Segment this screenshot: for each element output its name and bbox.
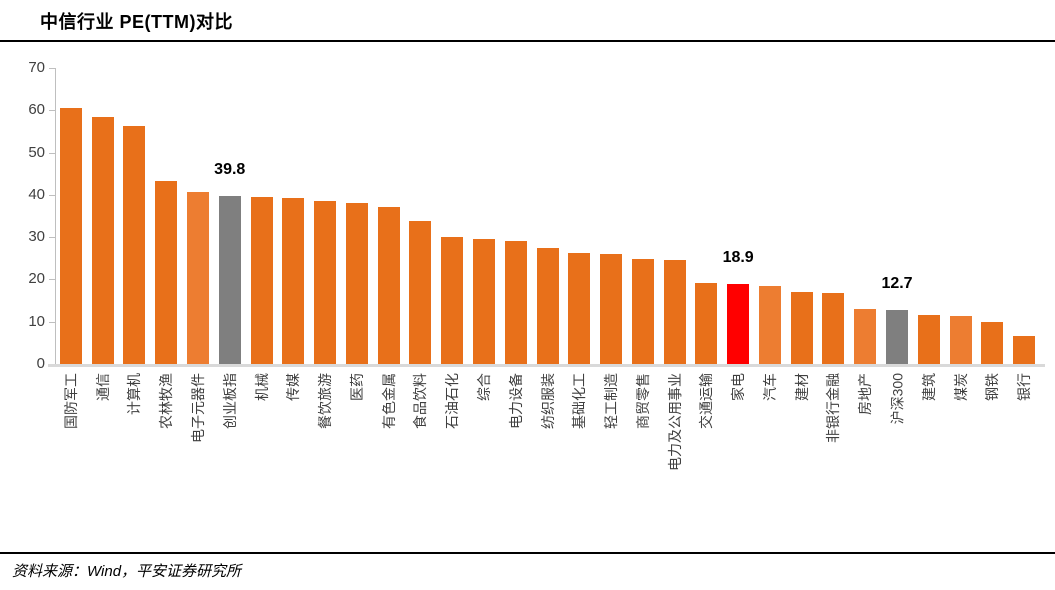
y-axis-tick-label: 50 [28,143,45,161]
x-axis-label: 煤炭 [952,373,969,401]
bar-农林牧渔 [155,180,178,364]
x-axis-label: 钢铁 [984,373,1001,401]
y-axis-tick [49,68,55,69]
bar-非银行金融 [822,292,845,364]
y-axis-tick-label: 40 [28,185,45,203]
y-axis-tick-label: 60 [28,101,45,119]
bar-商贸零售 [631,259,654,364]
bar-建筑 [917,314,940,364]
y-axis-line [55,68,56,364]
x-axis-label: 综合 [475,373,492,401]
x-axis-label: 轻工制造 [603,373,620,429]
bar-石油石化 [441,237,464,364]
x-axis-baseline [48,364,1045,367]
x-axis-label: 基础化工 [571,373,588,429]
bar-基础化工 [568,253,591,364]
x-axis-label: 医药 [348,373,365,401]
x-axis-label: 纺织服装 [539,373,556,429]
x-axis-label: 通信 [94,373,111,401]
chart-title: 中信行业 PE(TTM)对比 [40,12,233,32]
x-axis-label: 石油石化 [444,373,461,429]
bar-计算机 [123,125,146,364]
y-axis-tick-label: 10 [28,312,45,330]
x-axis-label: 电子元器件 [189,373,206,443]
bar-机械 [250,196,273,364]
y-axis-tick [49,237,55,239]
bar-传媒 [282,198,305,364]
bar-建材 [790,291,813,364]
y-axis-tick-label: 30 [28,228,45,246]
y-axis-tick [49,110,55,112]
bar-value-label: 39.8 [214,160,246,178]
bar-房地产 [854,309,877,364]
bar-医药 [345,203,368,364]
bar-轻工制造 [600,253,623,364]
pe-bar-chart: 0 10 20 30 40 50 60 70 国防军工 通信 计算机 农林牧渔 电子元器件 39.8 创业板… [28,59,1045,471]
bar-value-label: 12.7 [881,275,913,293]
bar-纺织服装 [536,248,559,364]
bar-创业板指 [218,195,241,364]
bar-家电 [727,284,750,364]
bar-汽车 [758,285,781,364]
bar-食品饮料 [409,220,432,364]
x-axis-label: 机械 [253,373,270,401]
y-axis-tick [49,152,55,154]
x-axis-label: 电力设备 [507,373,524,429]
x-axis-label: 汽车 [761,373,778,401]
bar-电子元器件 [186,191,209,364]
x-axis-label: 建材 [793,373,810,401]
x-axis-label: 国防军工 [62,373,79,429]
footer-divider-line [0,552,1055,554]
bar-有色金属 [377,206,400,364]
x-axis-label: 创业板指 [221,373,238,429]
x-axis-label: 沪深300 [889,373,906,425]
x-axis-label: 农林牧渔 [158,373,175,429]
bar-电力设备 [504,240,527,364]
x-axis-label: 建筑 [920,373,937,401]
y-axis-tick [49,279,55,281]
x-axis-label: 电力及公用事业 [666,373,683,471]
bar-value-label: 18.9 [722,249,754,267]
y-axis-tick-label: 20 [28,270,45,288]
bar-交通运输 [695,282,718,364]
bar-通信 [91,116,114,364]
x-axis-label: 银行 [1016,373,1033,401]
bar-银行 [1013,336,1036,364]
title-divider-line [0,40,1055,42]
y-axis-tick-label: 70 [28,59,45,76]
bar-国防军工 [59,108,82,364]
x-axis-label: 商贸零售 [634,373,651,429]
x-axis-label: 传媒 [285,373,302,401]
y-axis-tick [49,194,55,196]
bar-钢铁 [981,321,1004,364]
x-axis-label: 房地产 [857,373,874,415]
x-axis-label: 非银行金融 [825,373,842,443]
bar-煤炭 [949,316,972,364]
x-axis-label: 交通运输 [698,373,715,429]
x-axis-label: 餐饮旅游 [317,373,334,429]
bar-餐饮旅游 [314,200,337,364]
y-axis-tick [49,321,55,323]
x-axis-label: 食品饮料 [412,373,429,429]
bar-沪深300 [886,310,909,364]
x-axis-label: 家电 [730,373,747,401]
bar-综合 [472,239,495,364]
source-note: 资料来源：Wind，平安证券研究所 [12,563,242,580]
bar-电力及公用事业 [663,260,686,364]
y-axis-tick-label: 0 [36,355,45,372]
x-axis-label: 有色金属 [380,373,397,429]
x-axis-label: 计算机 [126,373,143,415]
